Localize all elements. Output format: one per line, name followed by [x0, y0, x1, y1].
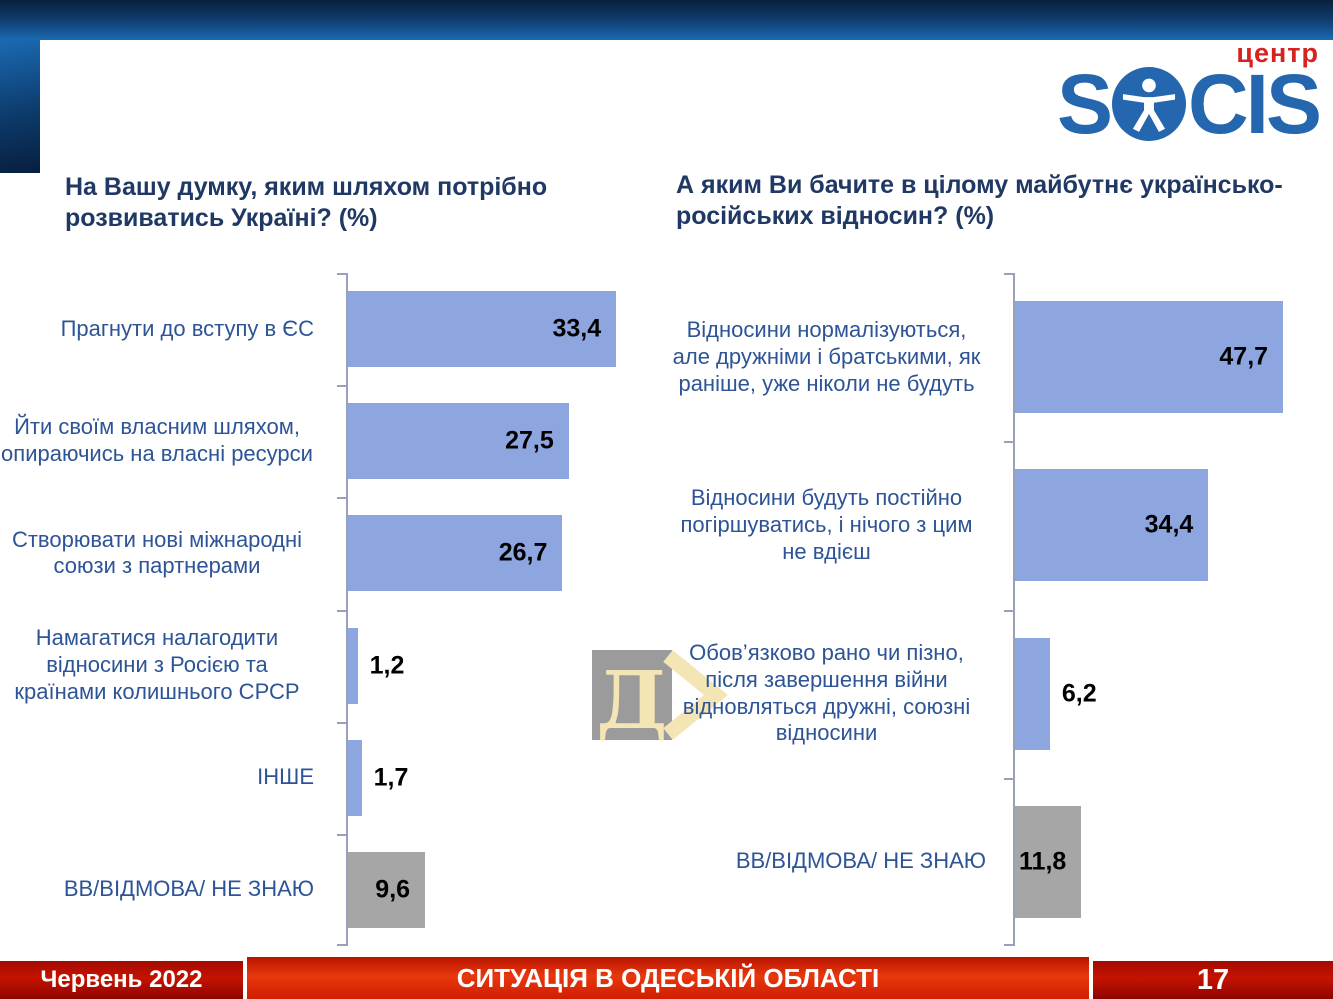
left-chart-title: На Вашу думку, яким шляхом потрібно розв…	[65, 173, 548, 232]
category-label-text: Обов’язково рано чи пізно, після заверше…	[682, 639, 971, 746]
chart-row: ІНШЕ 1,7	[0, 722, 666, 834]
bar	[1015, 805, 1082, 918]
value-label: 27,5	[505, 426, 554, 455]
footer-bar: Червень 2022 СИТУАЦІЯ В ОДЕСЬКІЙ ОБЛАСТІ…	[0, 957, 1333, 999]
category-label-text: Прагнути до вступу в ЄС	[60, 315, 314, 341]
watermark-letter: Д	[596, 653, 667, 744]
value-label: 6,2	[1061, 679, 1097, 708]
bar	[348, 627, 358, 704]
axis-tick	[337, 497, 346, 499]
value-label: 47,7	[1219, 342, 1269, 371]
value-label: 34,4	[1144, 510, 1194, 539]
chart-row: ВВ/ВІДМОВА/ НЕ ЗНАЮ 9,6	[0, 834, 666, 946]
chart-row: Відносини нормалізуються, але дружніми і…	[667, 273, 1333, 441]
footer-date: Червень 2022	[0, 961, 243, 999]
left-bar-chart: Прагнути до вступу в ЄС 33,4 Йти своїм вла…	[0, 273, 666, 946]
socis-logo: центр S CIS	[1056, 38, 1322, 151]
chart-row: Обов’язково рано чи пізно, після заверше…	[667, 610, 1333, 778]
right-bar-chart: Відносини нормалізуються, але дружніми і…	[667, 273, 1333, 946]
axis-tick	[1004, 610, 1013, 612]
left-accent-bar	[0, 40, 40, 173]
category-label: Відносини нормалізуються, але дружніми і…	[667, 273, 1008, 441]
axis-tick	[337, 834, 346, 836]
footer-page-number: 17	[1093, 961, 1333, 999]
value-label: 33,4	[552, 314, 602, 343]
category-label-text: Створювати нові міжнародні союзи з партн…	[11, 526, 303, 579]
axis-tick	[337, 610, 346, 612]
bar	[348, 739, 362, 816]
watermark-stamp: Д	[592, 650, 728, 744]
category-label: Йти своїм власним шляхом, опираючись на …	[0, 385, 336, 497]
logo-text-s: S	[1056, 57, 1113, 151]
chart-row: Намагатися налагодити відносини з Росією…	[0, 610, 666, 722]
bar	[1015, 469, 1209, 582]
logo-text-cis: CIS	[1187, 57, 1322, 151]
category-label: ІНШЕ	[0, 722, 336, 834]
axis-line	[346, 273, 348, 946]
axis-tick	[337, 722, 346, 724]
logo-row: S CIS	[1056, 57, 1322, 151]
logo-person-icon	[1111, 67, 1186, 141]
axis-tick	[1004, 944, 1013, 946]
value-label: 1,7	[373, 763, 409, 792]
axis-tick	[1004, 778, 1013, 780]
watermark-box	[592, 650, 672, 740]
category-label-text: ІНШЕ	[257, 764, 314, 790]
axis-line	[1013, 273, 1015, 946]
watermark-chevron-icon	[663, 650, 728, 740]
right-chart-title: А яким Ви бачите в цілому майбутнє украї…	[676, 171, 1283, 230]
value-label: 1,2	[369, 651, 405, 680]
logo-centr-label: центр	[1236, 38, 1319, 68]
category-label-text: Відносини нормалізуються, але дружніми і…	[672, 316, 981, 396]
category-label: ВВ/ВІДМОВА/ НЕ ЗНАЮ	[667, 778, 1008, 946]
chart-row: Йти своїм власним шляхом, опираючись на …	[0, 385, 666, 497]
category-label-text: Відносини будуть постійно погіршуватись,…	[680, 485, 973, 564]
category-label: Намагатися налагодити відносини з Росією…	[0, 610, 336, 722]
category-label: ВВ/ВІДМОВА/ НЕ ЗНАЮ	[0, 834, 336, 946]
chart-row: Відносини будуть постійно погіршуватись,…	[667, 441, 1333, 609]
value-label: 9,6	[375, 875, 411, 904]
category-label-text: ВВ/ВІДМОВА/ НЕ ЗНАЮ	[735, 848, 986, 874]
chart-row: Створювати нові міжнародні союзи з партн…	[0, 497, 666, 609]
category-label-text: ВВ/ВІДМОВА/ НЕ ЗНАЮ	[63, 876, 314, 902]
category-label: Відносини будуть постійно погіршуватись,…	[667, 441, 1008, 609]
category-label-text: Йти своїм власним шляхом, опираючись на …	[1, 414, 313, 467]
category-label: Створювати нові міжнародні союзи з партн…	[0, 497, 336, 609]
bar	[348, 403, 569, 480]
axis-tick	[1004, 273, 1013, 275]
category-label: Прагнути до вступу в ЄС	[0, 273, 336, 385]
bar	[348, 515, 563, 592]
bar	[1015, 301, 1284, 414]
bar	[348, 851, 426, 928]
value-label: 26,7	[498, 538, 548, 567]
axis-tick	[337, 944, 346, 946]
bar	[1015, 637, 1050, 750]
axis-tick	[337, 385, 346, 387]
chart-row: ВВ/ВІДМОВА/ НЕ ЗНАЮ 11,8	[667, 778, 1333, 946]
category-label-text: Намагатися налагодити відносини з Росією…	[14, 625, 300, 704]
category-label: Обов’язково рано чи пізно, після заверше…	[667, 610, 1008, 778]
axis-tick	[337, 273, 346, 275]
bar	[348, 291, 617, 368]
value-label: 11,8	[1019, 847, 1067, 876]
footer-title: СИТУАЦІЯ В ОДЕСЬКІЙ ОБЛАСТІ	[247, 957, 1089, 999]
top-banner	[0, 0, 1333, 40]
axis-tick	[1004, 441, 1013, 443]
chart-row: Прагнути до вступу в ЄС 33,4	[0, 273, 666, 385]
